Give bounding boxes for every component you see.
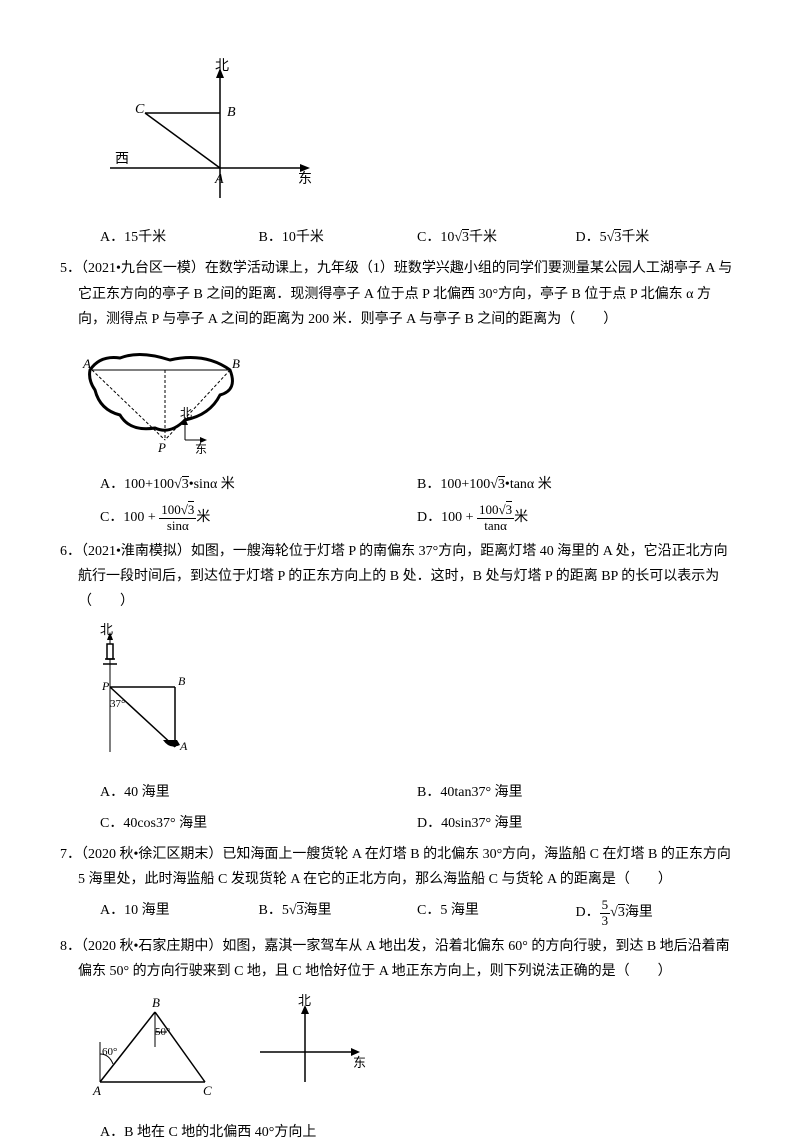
q5-source: （2021•九台区一模） [81, 261, 205, 276]
q6-num: 6． [60, 544, 81, 559]
q8-num: 8． [60, 939, 81, 954]
q5: 5．（2021•九台区一模）在数学活动课上，九年级（1）班数学兴趣小组的同学们要… [60, 256, 734, 332]
svg-text:A: A [92, 1083, 101, 1098]
svg-text:B: B [152, 995, 160, 1010]
q8-opt-a: A．B 地在 C 地的北偏西 40°方向上 [100, 1120, 316, 1145]
svg-text:P: P [157, 440, 166, 455]
q5-options-2: C．100 + 100√3sinα米 D．100 + 100√3tanα米 [100, 503, 734, 533]
q5-diagram: A B P 北 东 [80, 340, 734, 464]
A-label: A [214, 172, 224, 187]
q7: 7．（2020 秋•徐汇区期末）已知海面上一艘货轮 A 在灯塔 B 的北偏东 3… [60, 842, 734, 892]
svg-text:60°: 60° [102, 1046, 117, 1058]
svg-text:B: B [178, 674, 186, 688]
q4-options: A．15千米 B．10千米 C．10√3千米 D．5√3千米 [100, 225, 734, 250]
svg-text:37°: 37° [110, 698, 125, 710]
q6-opt-b: B．40tan37° 海里 [417, 780, 734, 805]
q6-opt-d: D．40sin37° 海里 [417, 811, 734, 836]
svg-text:B: B [232, 356, 240, 371]
q5-options-1: A．100+100√3•sinα 米 B．100+100√3•tanα 米 [100, 472, 734, 497]
q6: 6．（2021•淮南模拟）如图，一艘海轮位于灯塔 P 的南偏东 37°方向，距离… [60, 539, 734, 615]
q6-options-2: C．40cos37° 海里 D．40sin37° 海里 [100, 811, 734, 836]
svg-text:北: 北 [100, 622, 113, 637]
q6-opt-c: C．40cos37° 海里 [100, 811, 417, 836]
q5-num: 5． [60, 261, 81, 276]
q8-options: A．B 地在 C 地的北偏西 40°方向上 [100, 1120, 734, 1145]
q4-opt-b: B．10千米 [259, 225, 418, 250]
svg-text:C: C [203, 1083, 212, 1098]
q7-source: （2020 秋•徐汇区期末） [81, 847, 222, 862]
svg-text:东: 东 [195, 442, 207, 455]
svg-text:A: A [82, 356, 91, 371]
q5-opt-d: D．100 + 100√3tanα米 [417, 503, 734, 533]
q6-opt-a: A．40 海里 [100, 780, 417, 805]
q6-options-1: A．40 海里 B．40tan37° 海里 [100, 780, 734, 805]
B-label: B [227, 105, 236, 120]
q5-opt-c: C．100 + 100√3sinα米 [100, 503, 417, 533]
q7-opt-a: A．10 海里 [100, 898, 259, 928]
q4-opt-a: A．15千米 [100, 225, 259, 250]
north-label: 北 [215, 58, 229, 74]
q7-opt-b: B．5√3海里 [259, 898, 418, 928]
svg-text:北: 北 [180, 406, 192, 420]
svg-text:北: 北 [298, 993, 311, 1008]
q4-diagram: 北 东 西 C B A [100, 58, 734, 217]
C-label: C [135, 102, 145, 117]
q8-source: （2020 秋•石家庄期中） [81, 939, 222, 954]
q4-opt-d: D．5√3千米 [576, 225, 735, 250]
q6-diagram: 北 P B A 37° [85, 622, 734, 771]
q4-opt-c: C．10√3千米 [417, 225, 576, 250]
q7-opt-d: D．53√3海里 [576, 898, 735, 928]
q7-num: 7． [60, 847, 81, 862]
q7-options: A．10 海里 B．5√3海里 C．5 海里 D．53√3海里 [100, 898, 734, 928]
svg-text:P: P [101, 679, 110, 693]
q6-source: （2021•淮南模拟） [81, 544, 191, 559]
q5-opt-b: B．100+100√3•tanα 米 [417, 472, 734, 497]
svg-text:东: 东 [353, 1055, 366, 1070]
q8-diagram: A B C 60° 50° 北 东 [85, 992, 734, 1111]
east-label: 东 [298, 171, 312, 187]
west-label: 西 [115, 152, 129, 167]
q7-opt-c: C．5 海里 [417, 898, 576, 928]
q8: 8．（2020 秋•石家庄期中）如图，嘉淇一家驾车从 A 地出发，沿着北偏东 6… [60, 934, 734, 984]
q5-opt-a: A．100+100√3•sinα 米 [100, 472, 417, 497]
svg-text:A: A [179, 739, 188, 753]
